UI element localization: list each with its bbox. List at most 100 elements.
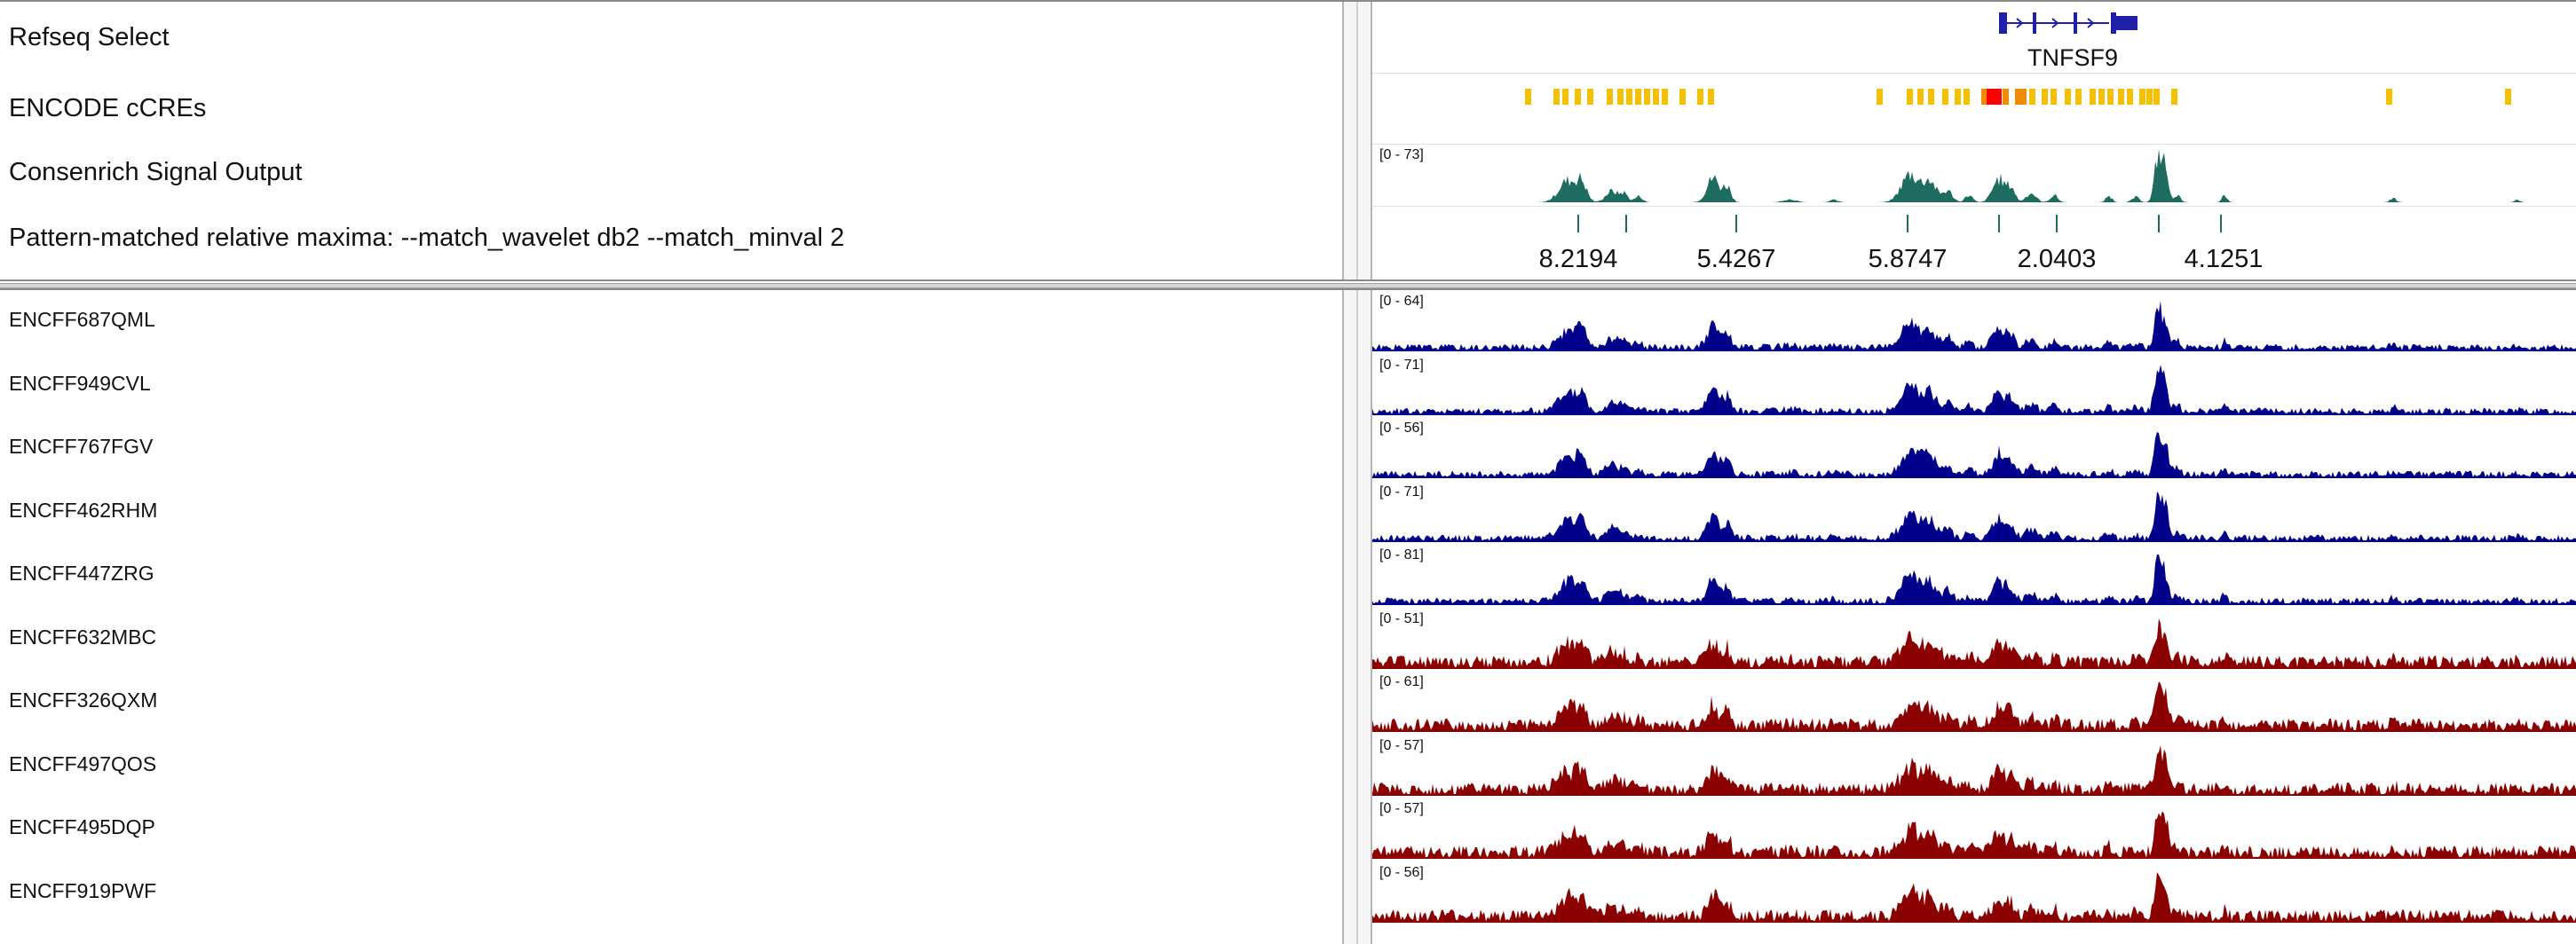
ccre-feature: [2020, 89, 2027, 105]
track-name-encff919pwf[interactable]: ENCFF919PWF: [9, 878, 157, 902]
signal-track-encff447zrg[interactable]: [1372, 544, 2576, 608]
gene-utr: [2116, 16, 2137, 30]
consenrich-signal: [1372, 149, 2576, 202]
signal-coverage: [1372, 871, 2576, 922]
signal-track-encff632mbc[interactable]: [1372, 608, 2576, 672]
ccre-feature: [2118, 89, 2124, 105]
signal-coverage: [1372, 744, 2576, 795]
track-name-maxima[interactable]: Pattern-matched relative maxima: --match…: [9, 224, 845, 252]
panel-divider[interactable]: [0, 283, 2576, 288]
ccre-feature: [1617, 89, 1624, 105]
attribute-column-divider[interactable]: [1342, 290, 1372, 944]
data-range-label: [0 - 56]: [1379, 864, 1424, 880]
maxima-value: 2.0403: [2017, 245, 2097, 273]
strand-arrow: [2051, 18, 2059, 28]
track-separator: [1372, 73, 2576, 74]
track-name-encff632mbc[interactable]: ENCFF632MBC: [9, 625, 157, 649]
data-range-label: [0 - 81]: [1379, 547, 1424, 562]
gene-exon: [2033, 12, 2036, 34]
signal-track-encff495dqp[interactable]: [1372, 798, 2576, 861]
data-range-label: [0 - 56]: [1379, 421, 1424, 436]
track-name-column: Refseq Select ENCODE cCREs Consenrich Si…: [0, 2, 1342, 279]
ccre-feature: [2146, 89, 2153, 105]
ccre-feature: [2029, 89, 2035, 105]
track-name-encff447zrg[interactable]: ENCFF447ZRG: [9, 562, 154, 585]
track-name-encff949cvl[interactable]: ENCFF949CVL: [9, 371, 151, 395]
track-name-column: ENCFF687QML ENCFF949CVL ENCFF767FGV ENCFF46…: [0, 290, 1342, 944]
data-range-label: [0 - 57]: [1379, 737, 1424, 753]
ccre-feature: [1525, 89, 1531, 105]
gene-exon: [1999, 12, 2007, 34]
signal-track-encff497qos[interactable]: [1372, 735, 2576, 798]
ccre-feature: [1575, 89, 1581, 105]
signal-track-encff767fgv[interactable]: [1372, 417, 2576, 481]
track-name-encff767fgv[interactable]: ENCFF767FGV: [9, 435, 154, 458]
signal-coverage: [1372, 618, 2576, 668]
signal-track-encff949cvl[interactable]: [1372, 354, 2576, 418]
gene-model-refseq[interactable]: [1372, 2, 2576, 73]
track-name-ccres[interactable]: ENCODE cCREs: [9, 94, 207, 122]
signal-track-encff919pwf[interactable]: [1372, 861, 2576, 925]
track-name-consenrich[interactable]: Consenrich Signal Output: [9, 158, 303, 186]
ccre-feature: [1964, 89, 1970, 105]
maxima-ticks[interactable]: [1372, 211, 2576, 247]
data-range-label: [0 - 57]: [1379, 801, 1424, 816]
ccre-feature: [2171, 89, 2177, 105]
track-name-refseq[interactable]: Refseq Select: [9, 23, 170, 51]
track-name-encff687qml[interactable]: ENCFF687QML: [9, 308, 155, 331]
maxima-value: 5.8747: [1868, 245, 1948, 273]
ccre-feature: [1917, 89, 1924, 105]
ccre-feature: [2042, 89, 2048, 105]
strand-arrow: [2016, 18, 2024, 28]
ccre-feature: [1907, 89, 1913, 105]
ccre-feature: [1708, 89, 1714, 105]
signal-coverage: [1372, 301, 2576, 350]
ccre-feature: [2127, 89, 2133, 105]
signal-coverage: [1372, 811, 2576, 858]
signal-track-encff326qxm[interactable]: [1372, 671, 2576, 735]
ccre-feature: [1987, 89, 1995, 105]
track-name-encff497qos[interactable]: ENCFF497QOS: [9, 751, 157, 775]
ccre-feature: [1653, 89, 1659, 105]
data-range-label: [0 - 64]: [1379, 294, 1424, 309]
data-range-label: [0 - 71]: [1379, 484, 1424, 500]
ccre-feature: [1607, 89, 1613, 105]
ccre-feature: [1928, 89, 1934, 105]
track-name-encff495dqp[interactable]: ENCFF495DQP: [9, 815, 155, 838]
signal-track-encff687qml[interactable]: [1372, 290, 2576, 354]
attribute-column-divider[interactable]: [1342, 2, 1372, 279]
consenrich-signal-track[interactable]: [1372, 144, 2576, 206]
signal-track-encff462rhm[interactable]: [1372, 481, 2576, 545]
feature-panel: Refseq Select ENCODE cCREs Consenrich Si…: [0, 0, 2576, 281]
ccre-feature: [1553, 89, 1560, 105]
ccre-feature: [1662, 89, 1668, 105]
ccre-feature: [1981, 89, 1987, 105]
signal-coverage: [1372, 491, 2576, 541]
ccre-feature: [2153, 89, 2160, 105]
track-separator: [1372, 206, 2576, 207]
track-separator: [1372, 144, 2576, 145]
gene-exon: [2111, 12, 2116, 34]
strand-arrow: [2087, 18, 2095, 28]
track-name-encff462rhm[interactable]: ENCFF462RHM: [9, 498, 158, 522]
maxima-value: 4.1251: [2184, 245, 2264, 273]
ccre-feature: [1942, 89, 1948, 105]
signal-coverage: [1372, 555, 2576, 604]
gene-exon: [2074, 12, 2077, 34]
data-range-label: [0 - 71]: [1379, 357, 1424, 373]
gene-label: TNFSF9: [2027, 44, 2119, 71]
signal-coverage: [1372, 432, 2576, 477]
ccre-feature: [2051, 89, 2057, 105]
ccre-feature: [2386, 89, 2392, 105]
data-range-label: [0 - 73]: [1379, 147, 1424, 162]
data-range-label: [0 - 51]: [1379, 610, 1424, 626]
ccre-feature: [1635, 89, 1641, 105]
ccre-feature: [1955, 89, 1961, 105]
ccre-feature: [1644, 89, 1650, 105]
ccre-feature: [2505, 89, 2511, 105]
ccre-feature: [1679, 89, 1686, 105]
ccre-features[interactable]: [1372, 83, 2576, 110]
track-name-encff326qxm[interactable]: ENCFF326QXM: [9, 688, 158, 712]
ccre-feature: [2098, 89, 2105, 105]
maxima-value: 5.4267: [1696, 245, 1776, 273]
